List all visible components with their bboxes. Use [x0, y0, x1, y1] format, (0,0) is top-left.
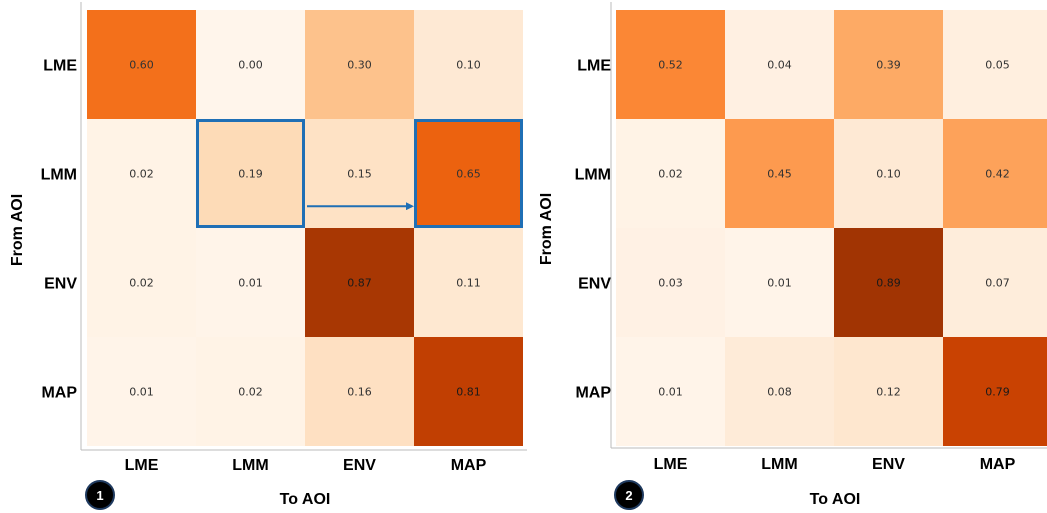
heatmap-cell — [414, 228, 523, 337]
heatmap-cell — [725, 10, 834, 119]
column-tick-label: LMM — [232, 457, 268, 474]
heatmap-cell — [616, 10, 725, 119]
highlight-box — [196, 119, 305, 228]
cell-value-label: 0.01 — [767, 277, 792, 290]
panel-number-badge: 2 — [614, 480, 644, 510]
heatmap-cell — [616, 337, 725, 446]
cell-value-label: 0.30 — [347, 59, 372, 72]
cell-value-label: 0.79 — [985, 386, 1010, 399]
cell-value-label: 0.89 — [876, 277, 901, 290]
x-axis-title: To AOI — [280, 491, 331, 508]
x-axis-title: To AOI — [810, 491, 861, 508]
cell-value-label: 0.60 — [129, 59, 154, 72]
cell-value-label: 0.39 — [876, 59, 901, 72]
heatmap-cell — [616, 119, 725, 228]
heatmap-cell — [414, 119, 523, 228]
row-tick-label: LME — [43, 58, 77, 75]
heatmap-cell — [834, 228, 943, 337]
heatmap-cell — [305, 10, 414, 119]
column-tick-label: ENV — [343, 457, 376, 474]
heatmap-cell — [834, 337, 943, 446]
cell-value-label: 0.02 — [658, 168, 683, 181]
row-tick-label: ENV — [44, 276, 77, 293]
heatmap-cell — [834, 119, 943, 228]
cell-value-label: 0.11 — [456, 277, 481, 290]
heatmap-cell — [87, 228, 196, 337]
heatmap-panel-2: 0.52 0.04 0.39 0.05 0.02 0.45 0.10 0.42 0.03 0.01… — [538, 2, 1047, 510]
cell-value-label: 0.03 — [658, 277, 683, 290]
cell-value-label: 0.52 — [658, 59, 683, 72]
heatmap-cell — [196, 337, 305, 446]
heatmap-cell — [616, 228, 725, 337]
heatmap-cell — [725, 119, 834, 228]
heatmap-cell — [196, 119, 305, 228]
cell-value-label: 0.10 — [456, 59, 481, 72]
row-tick-label: LMM — [41, 167, 77, 184]
cell-value-label: 0.01 — [658, 386, 683, 399]
y-axis-title: From AOI — [538, 193, 555, 265]
cell-value-label: 0.04 — [767, 59, 792, 72]
cell-value-label: 0.07 — [985, 277, 1010, 290]
heatmap-cell — [943, 337, 1047, 446]
heatmap-cell — [196, 228, 305, 337]
heatmap-cell — [305, 119, 414, 228]
column-tick-label: LME — [125, 457, 159, 474]
cell-value-label: 0.87 — [347, 277, 372, 290]
column-tick-label: MAP — [980, 456, 1016, 473]
cell-value-label: 0.02 — [129, 277, 154, 290]
heatmap-cell — [725, 228, 834, 337]
heatmap-cell — [87, 119, 196, 228]
heatmap-cell — [414, 337, 523, 446]
heatmap-panel-1: 0.60 0.00 0.30 0.10 0.02 0.19 0.15 0.65 0.02 0.01… — [9, 2, 527, 510]
heatmap-cell — [196, 10, 305, 119]
cell-value-label: 0.00 — [238, 59, 263, 72]
heatmap-cell — [943, 228, 1047, 337]
heatmap-cell — [943, 10, 1047, 119]
cell-value-label: 0.01 — [129, 386, 154, 399]
cell-value-label: 0.02 — [129, 168, 154, 181]
highlight-box — [414, 119, 523, 228]
cell-value-label: 0.08 — [767, 386, 792, 399]
cell-value-label: 0.02 — [238, 386, 263, 399]
heatmap-cell — [943, 119, 1047, 228]
heatmap-cell — [87, 10, 196, 119]
cell-value-label: 0.16 — [347, 386, 372, 399]
cell-value-label: 0.65 — [456, 168, 481, 181]
cell-value-label: 0.45 — [767, 168, 792, 181]
cell-value-label: 0.42 — [985, 168, 1010, 181]
cell-value-label: 0.01 — [238, 277, 263, 290]
cell-value-label: 0.12 — [876, 386, 901, 399]
cell-value-label: 0.15 — [347, 168, 372, 181]
cell-value-label: 0.19 — [238, 168, 263, 181]
row-tick-label: MAP — [41, 385, 77, 402]
heatmap-cell — [87, 337, 196, 446]
badge-number: 1 — [96, 488, 103, 503]
column-tick-label: LME — [654, 456, 688, 473]
heatmap-cell — [834, 10, 943, 119]
heatmap-cell — [305, 228, 414, 337]
cell-value-label: 0.81 — [456, 386, 481, 399]
row-tick-label: LME — [577, 58, 611, 75]
column-tick-label: LMM — [761, 456, 797, 473]
column-tick-label: MAP — [451, 457, 487, 474]
panel-number-badge: 1 — [85, 480, 115, 510]
heatmap-cell — [725, 337, 834, 446]
cell-value-label: 0.05 — [985, 59, 1010, 72]
row-tick-label: LMM — [575, 167, 611, 184]
row-tick-label: ENV — [578, 276, 611, 293]
heatmap-cell — [414, 10, 523, 119]
column-tick-label: ENV — [872, 456, 905, 473]
row-tick-label: MAP — [575, 385, 611, 402]
y-axis-title: From AOI — [9, 194, 26, 266]
cell-value-label: 0.10 — [876, 168, 901, 181]
badge-number: 2 — [625, 488, 632, 503]
heatmap-cell — [305, 337, 414, 446]
